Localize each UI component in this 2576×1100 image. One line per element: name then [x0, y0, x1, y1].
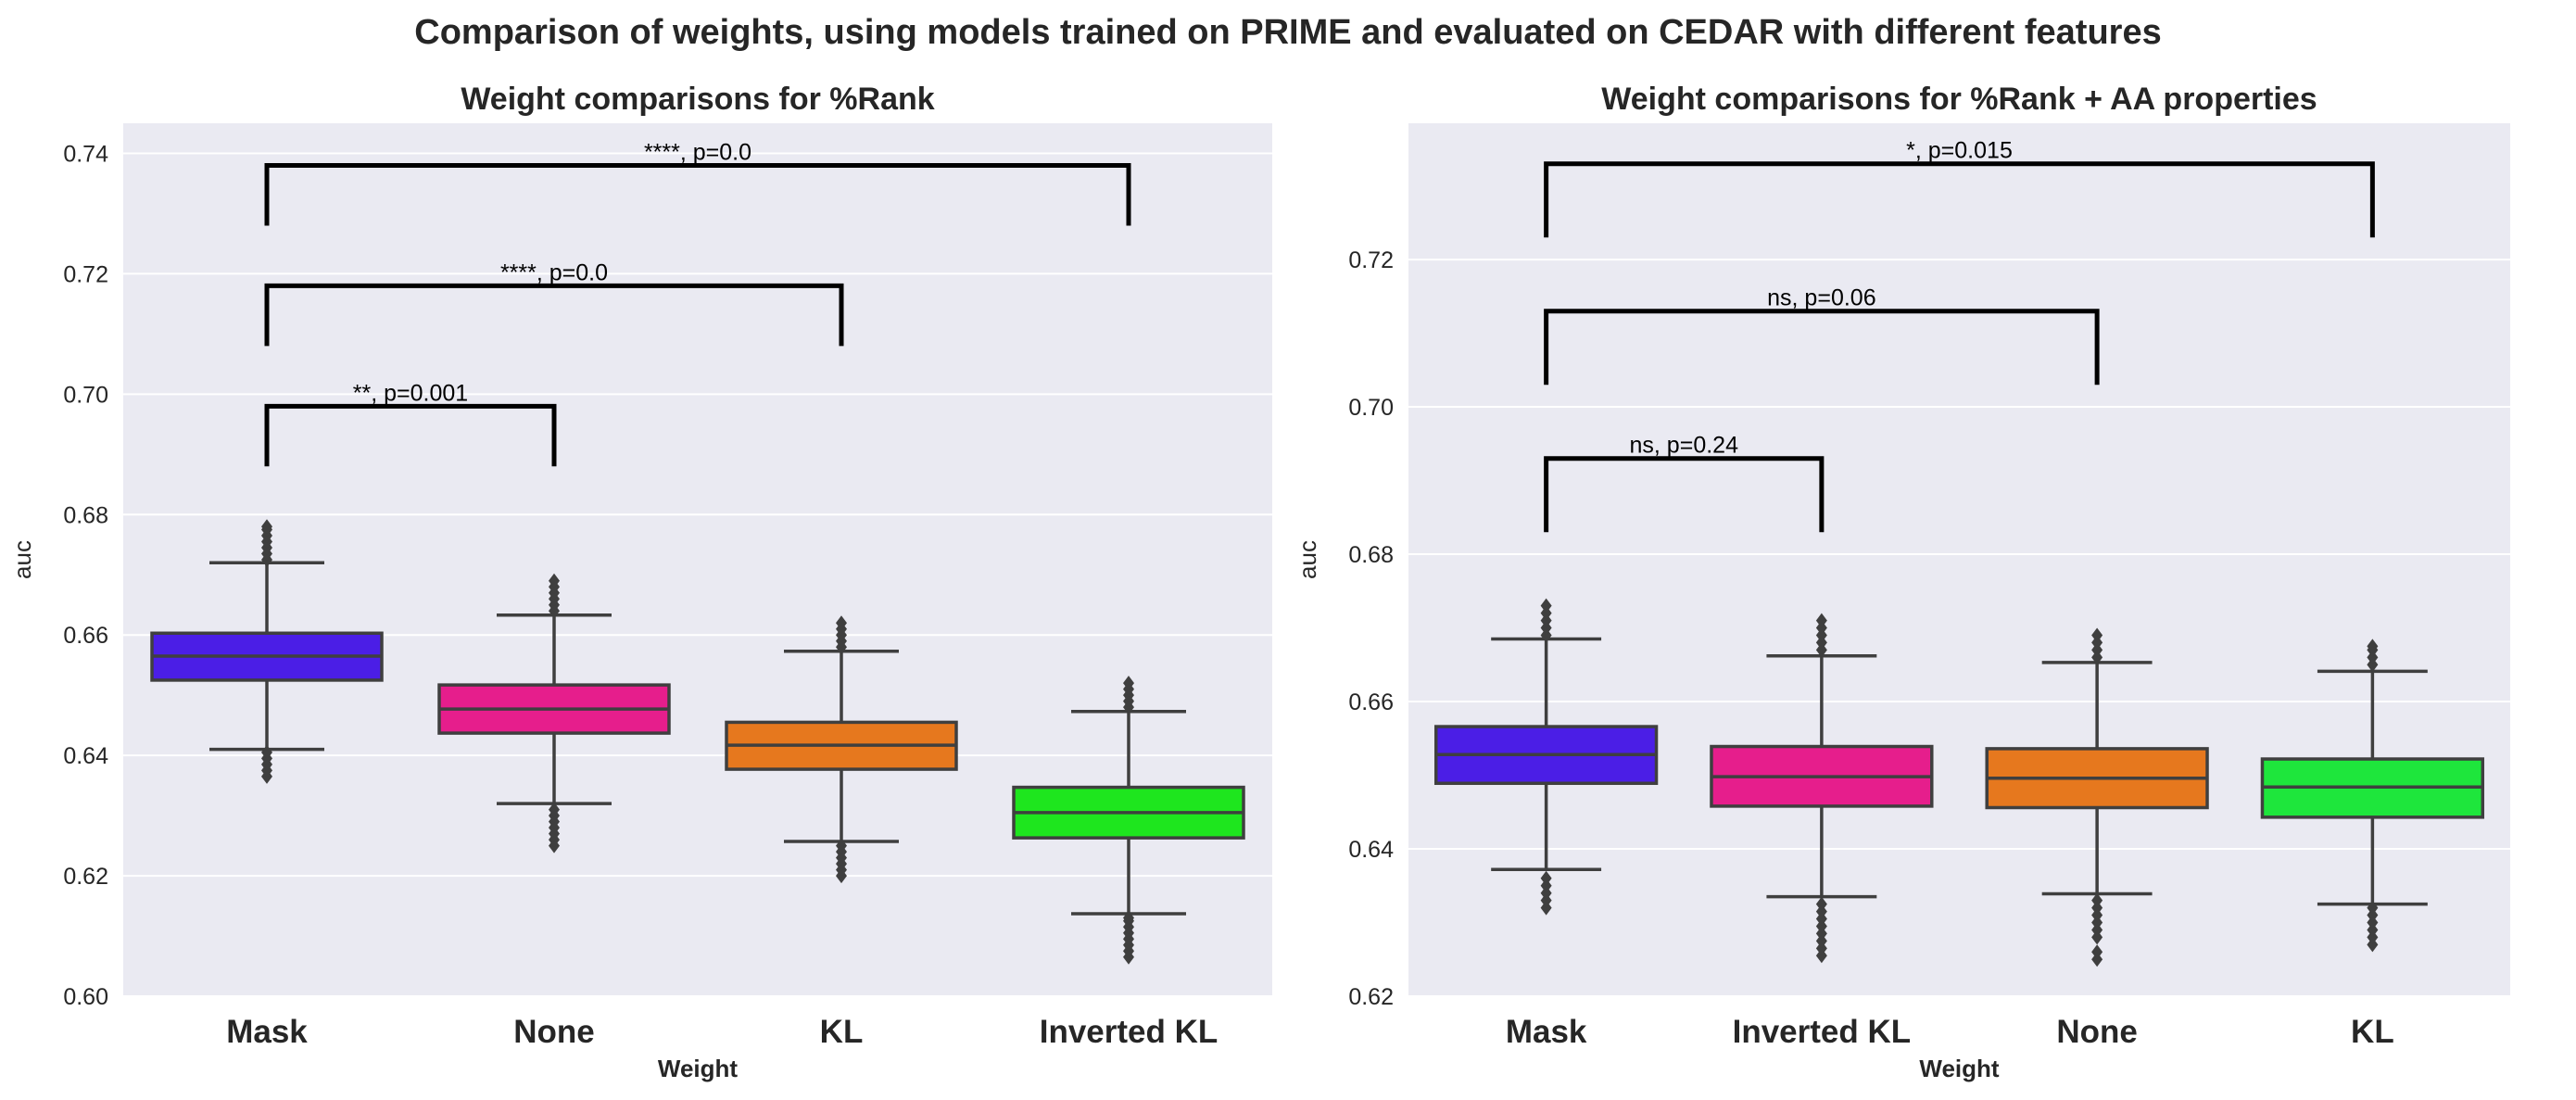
- y-tick-label: 0.62: [63, 864, 108, 890]
- y-tick-label: 0.66: [63, 623, 108, 649]
- plot-background: [1408, 123, 2510, 996]
- bracket-line: [264, 283, 844, 347]
- outlier-point: [261, 519, 272, 535]
- y-tick-label: 0.64: [1348, 837, 1394, 863]
- outlier-point: [261, 744, 272, 760]
- y-tick-label: 0.72: [63, 261, 108, 287]
- x-tick-label: None: [2056, 1014, 2138, 1050]
- y-axis-label: auc: [1294, 540, 1321, 579]
- panel-title: Weight comparisons for %Rank + AA proper…: [1601, 82, 2317, 117]
- figure-title: Comparison of weights, using models trai…: [414, 13, 2162, 52]
- significance-label: *, p=0.015: [1906, 138, 2013, 164]
- y-tick-label: 0.70: [1348, 395, 1394, 421]
- plot-background: [123, 123, 1272, 996]
- box-inverted-kl: [1012, 676, 1245, 965]
- outlier-point: [549, 573, 560, 588]
- box-none: [437, 573, 671, 853]
- significance-bracket: ****, p=0.0: [264, 259, 844, 347]
- box-mask: [150, 519, 384, 784]
- significance-bracket: ns, p=0.24: [1544, 433, 1825, 533]
- outlier-point: [2091, 944, 2103, 960]
- outlier-point: [2367, 900, 2379, 916]
- y-tick-label: 0.66: [1348, 689, 1394, 715]
- bracket-line: [1544, 456, 1825, 533]
- box-inverted-kl: [1710, 613, 1934, 964]
- x-tick-label: KL: [2351, 1014, 2394, 1050]
- bracket-line: [264, 403, 557, 467]
- outlier-point: [549, 802, 560, 817]
- x-tick-label: Mask: [1506, 1014, 1587, 1050]
- outlier-point: [1123, 910, 1134, 926]
- x-tick-label: None: [513, 1014, 595, 1050]
- bracket-line: [264, 162, 1131, 226]
- x-tick-label: Mask: [226, 1014, 308, 1050]
- outlier-point: [2091, 627, 2103, 643]
- bracket-line: [1544, 309, 2100, 386]
- significance-bracket: **, p=0.001: [264, 380, 557, 467]
- y-tick-label: 0.60: [63, 984, 108, 1010]
- y-tick-label: 0.70: [63, 382, 108, 408]
- box-none: [1985, 627, 2209, 967]
- y-tick-label: 0.64: [63, 743, 108, 769]
- y-tick-label: 0.74: [63, 141, 108, 167]
- outlier-point: [836, 838, 847, 853]
- panel-title: Weight comparisons for %Rank: [461, 82, 934, 117]
- x-tick-label: Inverted KL: [1040, 1014, 1219, 1050]
- significance-label: **, p=0.001: [353, 380, 468, 406]
- outlier-point: [2091, 892, 2103, 908]
- outlier-point: [1540, 598, 1552, 613]
- significance-bracket: ns, p=0.06: [1544, 285, 2100, 386]
- significance-label: ****, p=0.0: [500, 259, 608, 285]
- significance-label: ****, p=0.0: [644, 139, 751, 165]
- y-tick-label: 0.68: [63, 502, 108, 528]
- y-axis-label: auc: [8, 540, 36, 579]
- box-kl: [725, 615, 958, 884]
- x-tick-label: Inverted KL: [1733, 1014, 1912, 1050]
- significance-bracket: *, p=0.015: [1544, 138, 2375, 238]
- significance-label: ns, p=0.24: [1630, 433, 1739, 459]
- box-mask: [1433, 598, 1659, 916]
- outlier-point: [836, 615, 847, 631]
- x-tick-label: KL: [820, 1014, 864, 1050]
- significance-bracket: ****, p=0.0: [264, 139, 1131, 226]
- y-tick-label: 0.72: [1348, 247, 1394, 273]
- y-tick-label: 0.62: [1348, 984, 1394, 1010]
- panel-2: 0.62 0.64 0.66 0.68 0.70 0.72 Weight compariso…: [1294, 82, 2510, 1082]
- panel-1: 0.60 0.62 0.64 0.66 0.68 0.70 0.72 0.74 Weight c…: [8, 82, 1272, 1082]
- bracket-line: [1544, 161, 2375, 238]
- x-axis-label: Weight: [658, 1055, 739, 1082]
- significance-label: ns, p=0.06: [1767, 285, 1875, 311]
- x-axis-label: Weight: [1919, 1055, 2000, 1082]
- outlier-point: [1123, 676, 1134, 691]
- outlier-point: [2367, 639, 2379, 654]
- y-tick-label: 0.68: [1348, 542, 1394, 568]
- outlier-point: [1815, 613, 1827, 628]
- box-kl: [2260, 639, 2485, 953]
- outlier-point: [1815, 896, 1827, 912]
- outlier-point: [1540, 870, 1552, 886]
